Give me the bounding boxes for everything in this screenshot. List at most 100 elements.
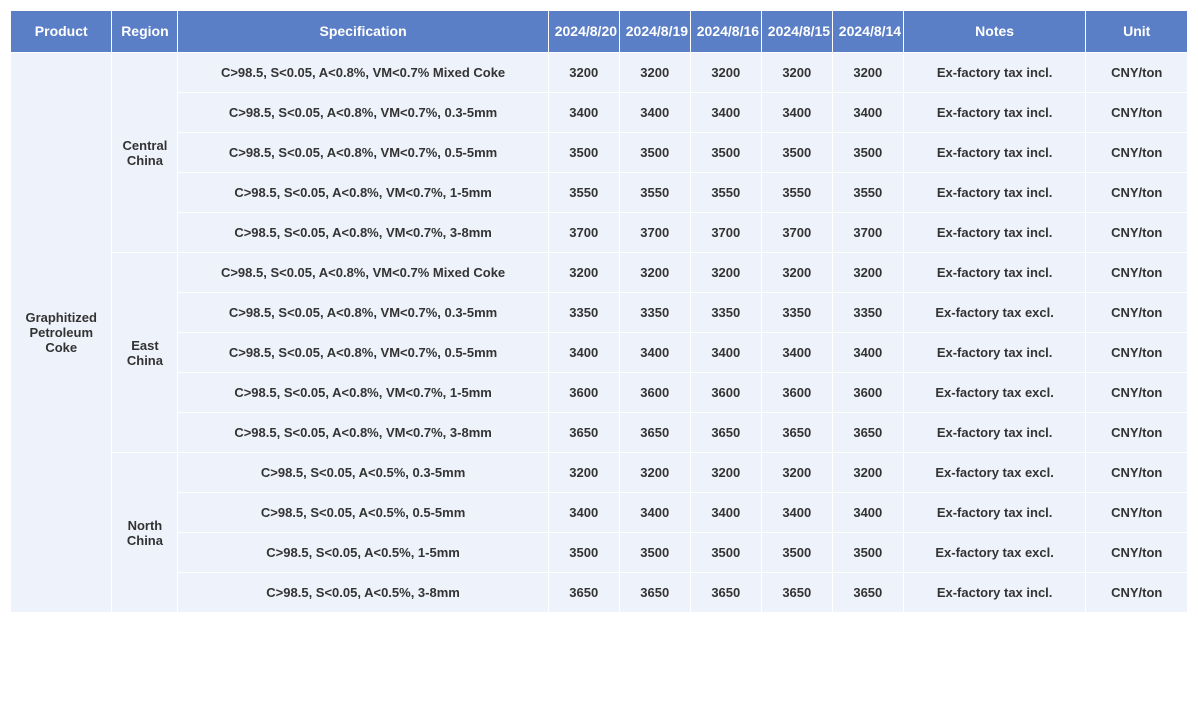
value-cell: 3200 bbox=[832, 453, 903, 493]
value-cell: 3600 bbox=[548, 373, 619, 413]
unit-cell: CNY/ton bbox=[1086, 213, 1188, 253]
value-cell: 3200 bbox=[761, 253, 832, 293]
table-row: C>98.5, S<0.05, A<0.8%, VM<0.7%, 3-8mm 37… bbox=[11, 213, 1188, 253]
value-cell: 3500 bbox=[548, 133, 619, 173]
spec-cell: C>98.5, S<0.05, A<0.8%, VM<0.7%, 0.3-5mm bbox=[178, 293, 548, 333]
spec-cell: C>98.5, S<0.05, A<0.5%, 1-5mm bbox=[178, 533, 548, 573]
value-cell: 3350 bbox=[619, 293, 690, 333]
spec-cell: C>98.5, S<0.05, A<0.5%, 0.5-5mm bbox=[178, 493, 548, 533]
value-cell: 3650 bbox=[690, 573, 761, 613]
value-cell: 3350 bbox=[761, 293, 832, 333]
notes-cell: Ex-factory tax incl. bbox=[903, 253, 1086, 293]
value-cell: 3200 bbox=[548, 453, 619, 493]
value-cell: 3600 bbox=[619, 373, 690, 413]
table-row: Graphitized Petroleum CokeCentral ChinaC… bbox=[11, 53, 1188, 93]
col-specification: Specification bbox=[178, 11, 548, 53]
col-date-1: 2024/8/19 bbox=[619, 11, 690, 53]
value-cell: 3650 bbox=[832, 573, 903, 613]
value-cell: 3600 bbox=[690, 373, 761, 413]
value-cell: 3400 bbox=[548, 493, 619, 533]
region-cell: Central China bbox=[112, 53, 178, 253]
value-cell: 3200 bbox=[761, 453, 832, 493]
value-cell: 3550 bbox=[548, 173, 619, 213]
spec-cell: C>98.5, S<0.05, A<0.5%, 0.3-5mm bbox=[178, 453, 548, 493]
notes-cell: Ex-factory tax incl. bbox=[903, 213, 1086, 253]
unit-cell: CNY/ton bbox=[1086, 333, 1188, 373]
value-cell: 3350 bbox=[690, 293, 761, 333]
value-cell: 3400 bbox=[832, 333, 903, 373]
value-cell: 3200 bbox=[832, 53, 903, 93]
notes-cell: Ex-factory tax excl. bbox=[903, 373, 1086, 413]
spec-cell: C>98.5, S<0.05, A<0.8%, VM<0.7%, 1-5mm bbox=[178, 373, 548, 413]
value-cell: 3650 bbox=[761, 573, 832, 613]
value-cell: 3500 bbox=[832, 533, 903, 573]
region-cell: East China bbox=[112, 253, 178, 453]
region-cell: North China bbox=[112, 453, 178, 613]
value-cell: 3600 bbox=[761, 373, 832, 413]
value-cell: 3400 bbox=[619, 93, 690, 133]
value-cell: 3550 bbox=[619, 173, 690, 213]
col-date-3: 2024/8/15 bbox=[761, 11, 832, 53]
table-row: C>98.5, S<0.05, A<0.8%, VM<0.7%, 0.3-5mm… bbox=[11, 93, 1188, 133]
value-cell: 3650 bbox=[690, 413, 761, 453]
spec-cell: C>98.5, S<0.05, A<0.8%, VM<0.7% Mixed Co… bbox=[178, 53, 548, 93]
notes-cell: Ex-factory tax excl. bbox=[903, 293, 1086, 333]
spec-cell: C>98.5, S<0.05, A<0.8%, VM<0.7%, 3-8mm bbox=[178, 213, 548, 253]
table-row: C>98.5, S<0.05, A<0.5%, 1-5mm35003500350… bbox=[11, 533, 1188, 573]
unit-cell: CNY/ton bbox=[1086, 53, 1188, 93]
value-cell: 3200 bbox=[761, 53, 832, 93]
value-cell: 3200 bbox=[619, 453, 690, 493]
unit-cell: CNY/ton bbox=[1086, 373, 1188, 413]
col-date-4: 2024/8/14 bbox=[832, 11, 903, 53]
unit-cell: CNY/ton bbox=[1086, 413, 1188, 453]
notes-cell: Ex-factory tax incl. bbox=[903, 493, 1086, 533]
value-cell: 3650 bbox=[761, 413, 832, 453]
table-row: C>98.5, S<0.05, A<0.8%, VM<0.7%, 0.5-5mm… bbox=[11, 133, 1188, 173]
value-cell: 3200 bbox=[619, 253, 690, 293]
value-cell: 3500 bbox=[548, 533, 619, 573]
unit-cell: CNY/ton bbox=[1086, 173, 1188, 213]
notes-cell: Ex-factory tax incl. bbox=[903, 173, 1086, 213]
product-cell: Graphitized Petroleum Coke bbox=[11, 53, 112, 613]
value-cell: 3400 bbox=[761, 93, 832, 133]
value-cell: 3650 bbox=[619, 413, 690, 453]
value-cell: 3200 bbox=[548, 53, 619, 93]
notes-cell: Ex-factory tax incl. bbox=[903, 573, 1086, 613]
col-notes: Notes bbox=[903, 11, 1086, 53]
table-row: C>98.5, S<0.05, A<0.8%, VM<0.7%, 3-8mm36… bbox=[11, 413, 1188, 453]
unit-cell: CNY/ton bbox=[1086, 533, 1188, 573]
table-row: North ChinaC>98.5, S<0.05, A<0.5%, 0.3-5… bbox=[11, 453, 1188, 493]
unit-cell: CNY/ton bbox=[1086, 573, 1188, 613]
value-cell: 3500 bbox=[690, 133, 761, 173]
value-cell: 3550 bbox=[690, 173, 761, 213]
value-cell: 3650 bbox=[548, 573, 619, 613]
notes-cell: Ex-factory tax incl. bbox=[903, 93, 1086, 133]
unit-cell: CNY/ton bbox=[1086, 493, 1188, 533]
spec-cell: C>98.5, S<0.05, A<0.8%, VM<0.7% Mixed Co… bbox=[178, 253, 548, 293]
value-cell: 3650 bbox=[548, 413, 619, 453]
value-cell: 3650 bbox=[619, 573, 690, 613]
notes-cell: Ex-factory tax incl. bbox=[903, 133, 1086, 173]
table-row: C>98.5, S<0.05, A<0.5%, 3-8mm36503650365… bbox=[11, 573, 1188, 613]
value-cell: 3500 bbox=[690, 533, 761, 573]
price-table: Product Region Specification 2024/8/20 2… bbox=[10, 10, 1188, 613]
table-row: East ChinaC>98.5, S<0.05, A<0.8%, VM<0.7… bbox=[11, 253, 1188, 293]
unit-cell: CNY/ton bbox=[1086, 93, 1188, 133]
unit-cell: CNY/ton bbox=[1086, 253, 1188, 293]
spec-cell: C>98.5, S<0.05, A<0.8%, VM<0.7%, 0.3-5mm bbox=[178, 93, 548, 133]
value-cell: 3200 bbox=[548, 253, 619, 293]
unit-cell: CNY/ton bbox=[1086, 293, 1188, 333]
value-cell: 3700 bbox=[761, 213, 832, 253]
notes-cell: Ex-factory tax incl. bbox=[903, 333, 1086, 373]
notes-cell: Ex-factory tax incl. bbox=[903, 53, 1086, 93]
value-cell: 3400 bbox=[619, 333, 690, 373]
value-cell: 3400 bbox=[832, 493, 903, 533]
value-cell: 3550 bbox=[832, 173, 903, 213]
value-cell: 3400 bbox=[619, 493, 690, 533]
value-cell: 3400 bbox=[548, 93, 619, 133]
value-cell: 3650 bbox=[832, 413, 903, 453]
value-cell: 3350 bbox=[548, 293, 619, 333]
value-cell: 3700 bbox=[832, 213, 903, 253]
table-row: C>98.5, S<0.05, A<0.8%, VM<0.7%, 0.3-5mm… bbox=[11, 293, 1188, 333]
spec-cell: C>98.5, S<0.05, A<0.8%, VM<0.7%, 3-8mm bbox=[178, 413, 548, 453]
